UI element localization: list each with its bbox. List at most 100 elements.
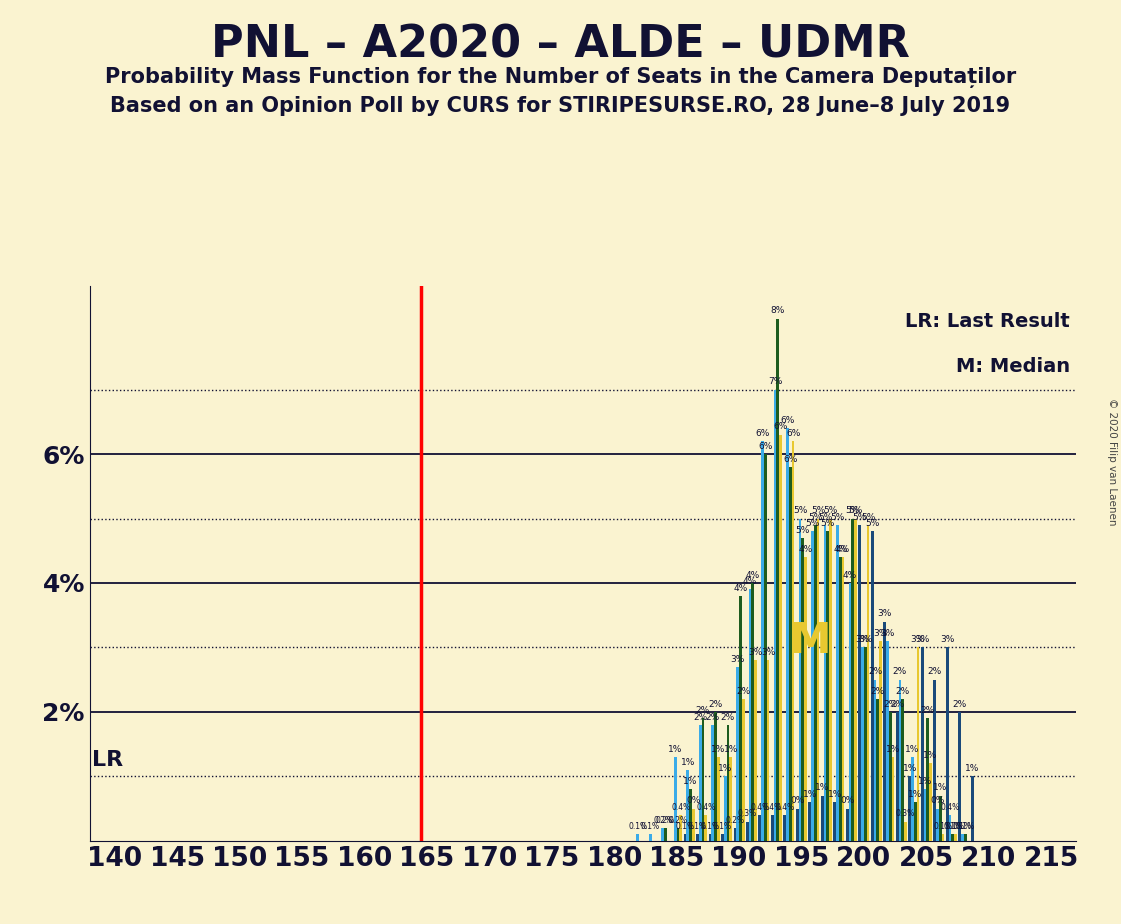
Bar [839,557,842,841]
Bar [896,711,899,841]
Bar [759,815,761,841]
Bar [952,834,954,841]
Text: 3%: 3% [878,610,892,618]
Bar [879,641,882,841]
Bar [836,525,839,841]
Text: 6%: 6% [780,416,795,425]
Bar [767,661,769,841]
Text: 0.1%: 0.1% [701,822,720,832]
Bar [851,518,854,841]
Text: PNL – A2020 – ALDE – UDMR: PNL – A2020 – ALDE – UDMR [211,23,910,67]
Text: 0.1%: 0.1% [688,822,707,832]
Text: 0.4%: 0.4% [762,803,782,812]
Text: 1%: 1% [815,784,830,793]
Text: 0.1%: 0.1% [934,822,953,832]
Bar [802,538,804,841]
Text: 2%: 2% [721,712,735,722]
Bar [864,648,867,841]
Bar [954,834,957,841]
Bar [786,428,789,841]
Text: 3%: 3% [761,648,776,657]
Bar [901,699,905,841]
Text: 3%: 3% [858,635,872,644]
Bar [661,828,664,841]
Text: 0.1%: 0.1% [955,822,975,832]
Bar [889,711,891,841]
Text: 4%: 4% [798,545,813,554]
Bar [677,828,679,841]
Bar [824,525,826,841]
Bar [821,796,824,841]
Text: 0.4%: 0.4% [696,803,715,812]
Bar [886,641,889,841]
Text: 2%: 2% [705,712,720,722]
Text: 1%: 1% [906,745,919,754]
Text: 0.1%: 0.1% [946,822,965,832]
Text: 4%: 4% [836,545,850,554]
Bar [739,596,742,841]
Text: 5%: 5% [808,513,823,522]
Text: 0.4%: 0.4% [671,803,691,812]
Bar [958,711,961,841]
Bar [742,699,744,841]
Text: 2%: 2% [693,712,707,722]
Bar [842,557,844,841]
Bar [674,757,677,841]
Text: 2%: 2% [890,699,905,709]
Text: 2%: 2% [868,667,882,676]
Text: 1%: 1% [668,745,683,754]
Text: 2%: 2% [896,687,910,696]
Text: 5%: 5% [831,513,845,522]
Bar [873,680,877,841]
Text: 0%: 0% [686,796,701,806]
Text: 1%: 1% [723,745,738,754]
Bar [712,724,714,841]
Bar [871,531,873,841]
Text: 5%: 5% [810,506,825,516]
Text: 0.1%: 0.1% [953,822,972,832]
Bar [854,518,856,841]
Text: 1%: 1% [680,758,695,767]
Text: 3%: 3% [910,635,925,644]
Bar [702,718,704,841]
Text: 3%: 3% [873,628,888,638]
Bar [754,661,757,841]
Text: 0.2%: 0.2% [654,816,673,825]
Text: 5%: 5% [853,513,867,522]
Bar [946,648,948,841]
Text: 1%: 1% [711,745,725,754]
Text: 2%: 2% [892,667,907,676]
Text: 0.1%: 0.1% [713,822,732,832]
Bar [808,802,812,841]
Text: 6%: 6% [784,455,797,464]
Bar [934,680,936,841]
Text: 0%: 0% [840,796,854,806]
Text: 1%: 1% [933,784,947,793]
Bar [833,802,836,841]
Text: 8%: 8% [770,307,785,315]
Bar [891,757,895,841]
Text: LR: LR [92,750,123,771]
Bar [911,757,914,841]
Bar [929,763,932,841]
Text: 0.1%: 0.1% [641,822,660,832]
Bar [721,834,724,841]
Text: 1%: 1% [908,790,923,799]
Bar [692,808,695,841]
Text: 2%: 2% [871,687,884,696]
Bar [917,648,919,841]
Bar [724,776,726,841]
Bar [938,796,942,841]
Text: 0.2%: 0.2% [725,816,744,825]
Bar [771,815,773,841]
Text: 4%: 4% [743,578,758,586]
Text: 5%: 5% [821,519,835,529]
Text: 0%: 0% [790,796,805,806]
Text: 4%: 4% [843,571,858,579]
Bar [698,724,702,841]
Text: 0.4%: 0.4% [750,803,769,812]
Text: 5%: 5% [849,506,863,516]
Bar [708,834,712,841]
Text: Probability Mass Function for the Number of Seats in the Camera Deputaților: Probability Mass Function for the Number… [105,67,1016,88]
Bar [936,808,938,841]
